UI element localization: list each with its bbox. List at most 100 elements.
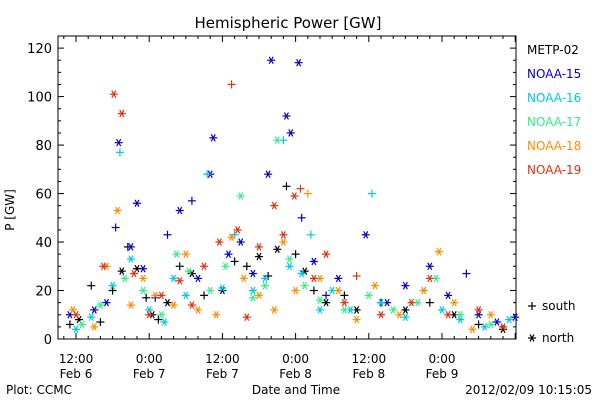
data-point-noaa-19 <box>377 310 385 319</box>
data-point-noaa-16 <box>160 318 169 326</box>
data-point-noaa-18 <box>419 286 428 295</box>
data-point-noaa-15 <box>309 257 318 266</box>
data-point-noaa-17 <box>389 306 398 314</box>
legend-item-noaa-18: NOAA-18 <box>527 139 581 153</box>
data-point-noaa-18 <box>212 310 221 319</box>
data-point-noaa-17 <box>364 291 373 300</box>
data-point-noaa-19 <box>109 90 118 98</box>
data-point-metp-02 <box>75 315 84 324</box>
data-point-noaa-15 <box>474 310 483 319</box>
data-point-noaa-16 <box>115 148 124 157</box>
data-point-noaa-15 <box>163 230 172 239</box>
data-point-noaa-18 <box>450 298 459 307</box>
data-point-metp-02 <box>425 298 434 307</box>
data-point-noaa-18 <box>239 274 248 283</box>
data-point-noaa-15 <box>175 206 184 215</box>
data-point-metp-02 <box>322 298 331 307</box>
data-point-noaa-17 <box>120 274 129 283</box>
data-point-noaa-15 <box>282 112 291 120</box>
y-tick-label: 0 <box>44 333 52 348</box>
data-point-noaa-18 <box>68 306 77 314</box>
data-point-noaa-16 <box>72 325 80 334</box>
data-point-noaa-19 <box>187 301 196 309</box>
x-tick-date-label: Feb 9 <box>426 367 459 381</box>
data-point-metp-02 <box>474 320 483 329</box>
data-point-metp-02 <box>108 286 117 295</box>
data-point-noaa-19 <box>233 226 242 234</box>
data-point-noaa-16 <box>261 274 270 283</box>
footer-plot-credit: Plot: CCMC <box>6 383 72 397</box>
data-point-metp-02 <box>154 315 163 324</box>
data-point-noaa-18 <box>194 306 202 314</box>
data-point-noaa-15 <box>224 250 233 258</box>
y-tick-label: 20 <box>35 285 52 300</box>
data-point-noaa-15 <box>133 199 141 208</box>
data-point-noaa-15 <box>264 170 273 178</box>
data-point-metp-02 <box>175 262 184 271</box>
data-point-noaa-19 <box>72 310 80 319</box>
data-point-metp-02 <box>401 306 410 314</box>
data-point-noaa-19 <box>117 109 126 118</box>
data-point-metp-02 <box>200 291 209 300</box>
data-point-noaa-19 <box>309 274 318 283</box>
data-point-noaa-16 <box>108 281 117 290</box>
x-tick-date-label: Feb 8 <box>279 367 312 381</box>
data-point-metp-02 <box>291 250 300 259</box>
data-point-noaa-18 <box>395 310 404 319</box>
x-tick-time-label: 12:00 <box>352 352 387 366</box>
legend-marker-label: south <box>542 299 576 313</box>
data-point-metp-02 <box>163 298 172 307</box>
data-point-noaa-17 <box>248 294 257 302</box>
data-point-noaa-15 <box>114 138 123 147</box>
data-point-noaa-17 <box>285 255 294 263</box>
data-point-noaa-15 <box>90 306 99 314</box>
data-point-metp-02 <box>242 262 251 271</box>
data-point-noaa-18 <box>139 274 148 283</box>
data-point-noaa-19 <box>444 310 453 319</box>
data-point-noaa-17 <box>96 301 105 309</box>
data-point-noaa-17 <box>221 262 230 271</box>
data-point-noaa-18 <box>90 323 99 331</box>
x-tick-date-label: Feb 8 <box>352 367 385 381</box>
data-point-noaa-15 <box>286 129 295 137</box>
data-point-noaa-17 <box>184 267 193 275</box>
data-point-noaa-17 <box>236 192 245 200</box>
data-point-noaa-17 <box>456 310 465 319</box>
data-point-noaa-15 <box>209 134 218 142</box>
data-point-noaa-18 <box>169 301 178 309</box>
data-point-noaa-15 <box>334 274 343 283</box>
data-point-metp-02 <box>65 320 74 329</box>
x-tick-time-label: 0:00 <box>282 352 309 366</box>
footer-timestamp: 2012/02/09 10:15:05 <box>465 383 592 397</box>
data-point-noaa-19 <box>322 250 331 258</box>
x-tick-date-label: Feb 7 <box>133 367 166 381</box>
data-point-noaa-18 <box>486 310 495 319</box>
y-tick-label: 120 <box>27 42 52 57</box>
data-point-noaa-19 <box>255 243 263 251</box>
chart-title: Hemispheric Power [GW] <box>195 14 382 32</box>
y-tick-label: 40 <box>35 236 52 251</box>
data-point-noaa-19 <box>227 80 236 89</box>
data-point-noaa-19 <box>352 271 361 280</box>
data-point-noaa-16 <box>367 189 376 198</box>
y-tick-label: 100 <box>27 91 52 106</box>
data-point-noaa-16 <box>145 306 154 314</box>
data-point-noaa-15 <box>102 298 111 307</box>
data-point-noaa-19 <box>99 262 108 271</box>
data-point-metp-02 <box>340 291 349 300</box>
data-point-noaa-19 <box>296 184 305 193</box>
legend-marker-south <box>528 302 536 310</box>
data-point-noaa-16 <box>505 315 514 324</box>
data-point-noaa-18 <box>113 206 122 215</box>
data-point-noaa-16 <box>285 262 294 271</box>
data-point-noaa-17 <box>78 320 87 329</box>
data-point-noaa-17 <box>139 286 148 295</box>
data-point-noaa-19 <box>290 192 299 200</box>
data-point-noaa-15 <box>267 56 276 65</box>
data-point-noaa-18 <box>334 286 343 295</box>
data-point-noaa-17 <box>340 306 349 314</box>
data-point-noaa-15 <box>401 281 410 290</box>
data-point-noaa-15 <box>492 318 501 326</box>
data-point-metp-02 <box>273 245 282 254</box>
